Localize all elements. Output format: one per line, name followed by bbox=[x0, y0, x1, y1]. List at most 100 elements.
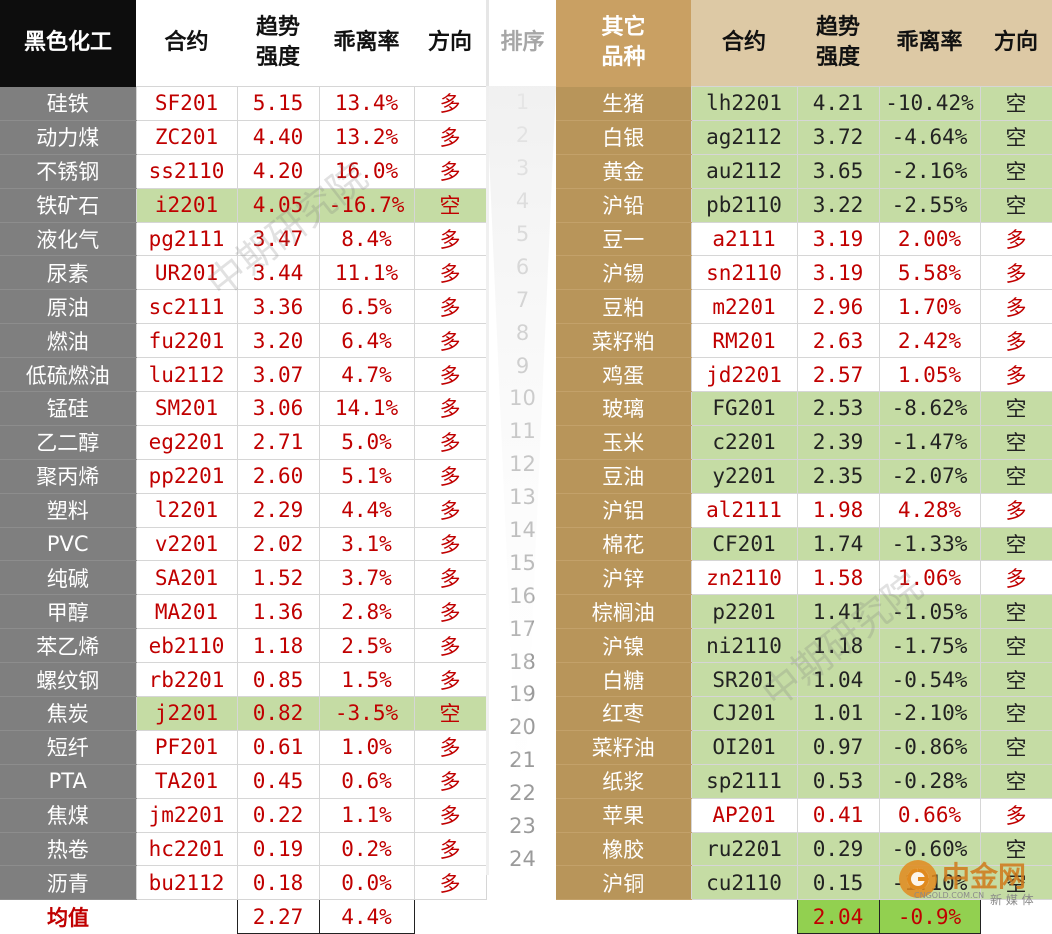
left-row-strength: 1.36 bbox=[236, 594, 320, 630]
rank-row: 13 bbox=[486, 480, 559, 514]
right-row-strength: 0.53 bbox=[796, 763, 880, 799]
rank-header: 排序 bbox=[486, 0, 559, 86]
rank-row: 22 bbox=[486, 776, 559, 810]
left-row-deviation: 13.2% bbox=[318, 119, 415, 155]
left-row-name: 热卷 bbox=[0, 832, 136, 867]
left-row-direction: 多 bbox=[413, 323, 487, 359]
left-row-direction: 多 bbox=[413, 662, 487, 698]
left-row: 原油 sc2111 3.36 6.5% 多 bbox=[0, 289, 487, 325]
rank-row: 21 bbox=[486, 743, 559, 777]
right-average-empty bbox=[556, 899, 691, 934]
right-row-deviation: 1.06% bbox=[878, 560, 981, 596]
left-row-strength: 0.45 bbox=[236, 763, 320, 799]
left-row-deviation: 8.4% bbox=[318, 221, 415, 257]
left-row-direction: 多 bbox=[413, 729, 487, 765]
right-header-strength: 趋势 强度 bbox=[797, 0, 879, 87]
rank-number: 5 bbox=[486, 217, 559, 251]
right-average-empty-2 bbox=[691, 899, 797, 934]
rank-row: 15 bbox=[486, 546, 559, 580]
left-row-name: 短纤 bbox=[0, 730, 136, 765]
left-row-deviation: 11.1% bbox=[318, 255, 415, 291]
left-row-contract: UR201 bbox=[135, 255, 238, 291]
right-row-strength: 1.74 bbox=[796, 526, 880, 562]
right-row-direction: 空 bbox=[979, 458, 1052, 494]
rank-row: 16 bbox=[486, 579, 559, 613]
left-row-contract: fu2201 bbox=[135, 323, 238, 359]
right-row-deviation: -1.05% bbox=[878, 594, 981, 630]
rank-number: 2 bbox=[486, 118, 559, 152]
left-row-deviation: 1.0% bbox=[318, 729, 415, 765]
left-row: 焦炭 j2201 0.82 -3.5% 空 bbox=[0, 696, 487, 731]
left-header-contract: 合约 bbox=[136, 0, 237, 87]
right-row-strength: 1.41 bbox=[796, 594, 880, 630]
left-row-strength: 4.05 bbox=[236, 187, 320, 223]
left-row-direction: 多 bbox=[413, 119, 487, 155]
left-row: PTA TA201 0.45 0.6% 多 bbox=[0, 763, 487, 799]
rank-number: 24 bbox=[486, 842, 559, 876]
left-row-direction: 多 bbox=[413, 86, 487, 121]
left-row-name: 聚丙烯 bbox=[0, 459, 136, 494]
right-row-name: 棉花 bbox=[556, 527, 691, 562]
right-row-strength: 1.58 bbox=[796, 560, 880, 596]
left-row-strength: 2.02 bbox=[236, 526, 320, 562]
left-row-contract: SF201 bbox=[135, 86, 238, 121]
rank-row: 7 bbox=[486, 283, 559, 317]
cngold-logo-icon bbox=[899, 860, 937, 898]
right-row-name: 沪镍 bbox=[556, 628, 691, 664]
left-row-deviation: 1.5% bbox=[318, 662, 415, 698]
left-row-deviation: 0.0% bbox=[318, 865, 415, 901]
right-row-strength: 2.53 bbox=[796, 391, 880, 426]
right-row-direction: 多 bbox=[979, 289, 1052, 325]
left-row-deviation: 5.0% bbox=[318, 424, 415, 460]
left-row-name: 锰硅 bbox=[0, 391, 136, 426]
left-row: 短纤 PF201 0.61 1.0% 多 bbox=[0, 729, 487, 765]
right-row: 沪铅 pb2110 3.22 -2.55% 空 bbox=[556, 187, 1052, 223]
right-row-name: 沪锡 bbox=[556, 255, 691, 291]
right-row-contract: zn2110 bbox=[690, 560, 798, 596]
right-row-strength: 3.22 bbox=[796, 187, 880, 223]
left-row: 焦煤 jm2201 0.22 1.1% 多 bbox=[0, 797, 487, 833]
left-row-deviation: 0.2% bbox=[318, 831, 415, 867]
right-row-deviation: -2.55% bbox=[878, 187, 981, 223]
left-table: 黑色化工 合约 趋势 强度 乖离率 方向 硅铁 SF201 5.15 13.4% 多动力… bbox=[0, 0, 487, 934]
right-row-contract: al2111 bbox=[690, 492, 798, 528]
left-row-name: PVC bbox=[0, 527, 136, 562]
left-row-strength: 0.18 bbox=[236, 865, 320, 901]
right-row-direction: 多 bbox=[979, 255, 1052, 291]
left-row-direction: 多 bbox=[413, 424, 487, 460]
left-row-direction: 空 bbox=[413, 696, 487, 731]
left-row-deviation: 6.4% bbox=[318, 323, 415, 359]
right-row-contract: SR201 bbox=[690, 662, 798, 698]
left-row-strength: 3.20 bbox=[236, 323, 320, 359]
right-row-deviation: 5.58% bbox=[878, 255, 981, 291]
left-row-name: 沥青 bbox=[0, 865, 136, 901]
right-row-strength: 0.29 bbox=[796, 831, 880, 867]
left-row-contract: bu2112 bbox=[135, 865, 238, 901]
left-row-strength: 0.82 bbox=[236, 696, 320, 731]
left-row-strength: 2.29 bbox=[236, 492, 320, 528]
left-header-direction: 方向 bbox=[414, 0, 486, 87]
right-row-deviation: -0.28% bbox=[878, 763, 981, 799]
logo-text: 中金网 bbox=[942, 860, 1027, 893]
right-row-direction: 空 bbox=[979, 763, 1052, 799]
rank-row: 23 bbox=[486, 809, 559, 843]
right-row: 沪铝 al2111 1.98 4.28% 多 bbox=[556, 492, 1052, 528]
left-row-direction: 多 bbox=[413, 560, 487, 596]
right-row-direction: 多 bbox=[979, 323, 1052, 359]
left-row: 硅铁 SF201 5.15 13.4% 多 bbox=[0, 86, 487, 121]
left-row-strength: 4.20 bbox=[236, 153, 320, 189]
left-row-name: 甲醇 bbox=[0, 594, 136, 630]
right-row-name: 纸浆 bbox=[556, 764, 691, 799]
left-row: 铁矿石 i2201 4.05 -16.7% 空 bbox=[0, 187, 487, 223]
rank-row: 18 bbox=[486, 645, 559, 679]
right-row-contract: ag2112 bbox=[690, 119, 798, 155]
right-row-direction: 空 bbox=[979, 119, 1052, 155]
right-row-contract: sp2111 bbox=[690, 763, 798, 799]
right-row-deviation: 4.28% bbox=[878, 492, 981, 528]
right-row-direction: 多 bbox=[979, 221, 1052, 257]
left-row-direction: 多 bbox=[413, 594, 487, 630]
right-row-name: 红枣 bbox=[556, 696, 691, 731]
rank-number: 16 bbox=[486, 579, 559, 613]
left-row-name: 硅铁 bbox=[0, 86, 136, 121]
right-row-direction: 空 bbox=[979, 696, 1052, 731]
